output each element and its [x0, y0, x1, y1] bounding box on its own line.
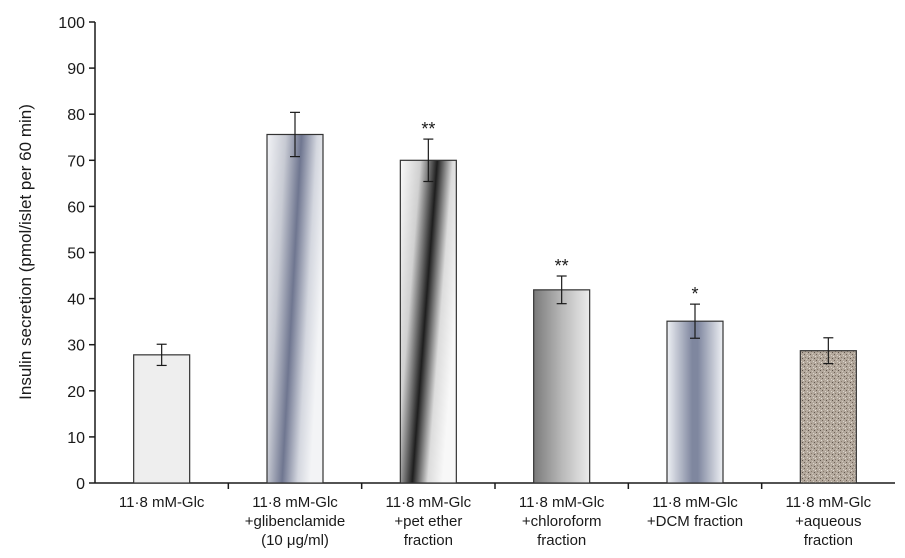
y-tick-label: 60: [67, 199, 85, 216]
y-tick-label: 70: [67, 153, 85, 170]
axes: 0 10 20 30 40 50 60 70 80 90 100: [58, 15, 895, 493]
significance-marker: **: [555, 256, 569, 276]
x-tick-label: 11·8 mM-Glc +glibenclamide (10 μg/ml): [245, 494, 345, 549]
y-tick-label: 80: [67, 107, 85, 124]
bar: [799, 350, 857, 484]
bar: [666, 320, 724, 484]
x-tick-label: 11·8 mM-Glc +DCM fraction: [647, 494, 743, 530]
category-labels: 11·8 mM-Glc 11·8 mM-Glc +glibenclamide (10 …: [119, 494, 872, 549]
bar: [266, 133, 324, 484]
x-tick-label: 11·8 mM-Glc +pet ether fraction: [386, 494, 472, 549]
y-tick-label: 20: [67, 384, 85, 401]
bar: [399, 159, 457, 484]
y-tick-label: 90: [67, 61, 85, 78]
significance-marker: **: [421, 119, 435, 139]
significance-marker: *: [691, 284, 698, 304]
y-tick-label: 40: [67, 292, 85, 309]
y-tick-label: 30: [67, 338, 85, 355]
x-tick-label: 11·8 mM-Glc +chloroform fraction: [519, 494, 605, 549]
y-tick-label: 0: [76, 476, 85, 493]
y-axis-label: Insulin secretion (pmol/islet per 60 min…: [16, 104, 35, 400]
y-tick-label: 10: [67, 430, 85, 447]
y-tick-label: 100: [58, 15, 85, 32]
y-tick-label: 50: [67, 246, 85, 263]
bars: *****: [133, 111, 857, 484]
x-tick-label: 11·8 mM-Glc +aqueous fraction: [786, 494, 872, 549]
bar: [533, 289, 591, 484]
bar: [133, 354, 191, 484]
x-tick-label: 11·8 mM-Glc: [119, 494, 205, 511]
